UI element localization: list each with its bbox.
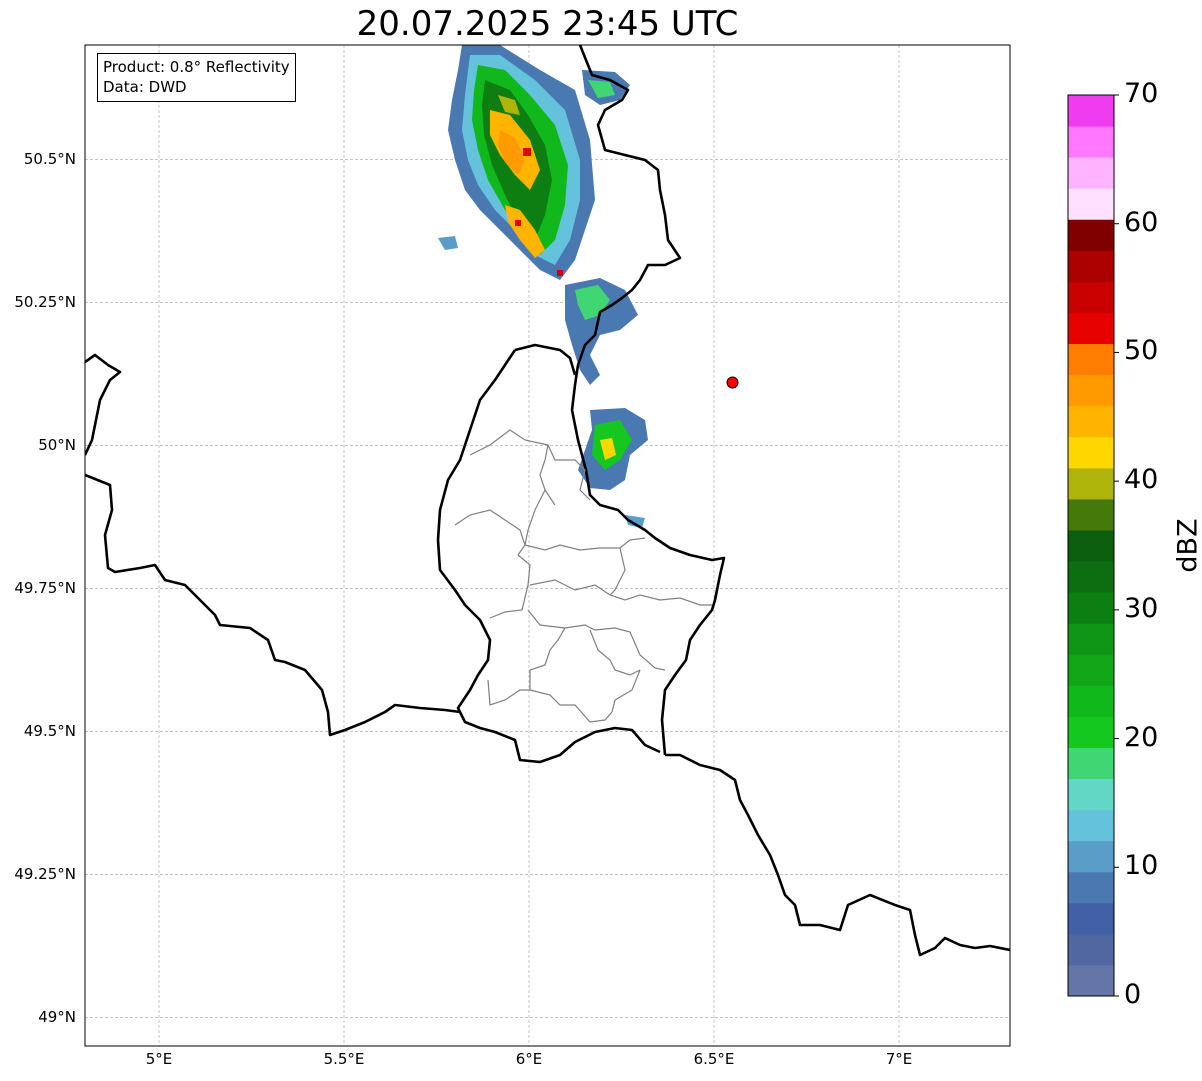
product-info-box: Product: 0.8° Reflectivity Data: DWD xyxy=(97,53,296,102)
colorbar-segment xyxy=(1068,405,1114,438)
lon-tick-label: 5.5°E xyxy=(323,1050,365,1068)
colorbar-segment xyxy=(1068,250,1114,282)
colorbar-segment xyxy=(1068,685,1114,717)
colorbar-segment xyxy=(1068,778,1114,811)
lon-tick-label: 6.5°E xyxy=(693,1050,735,1068)
colorbar-segment xyxy=(1068,467,1114,500)
colorbar-tick-label: 0 xyxy=(1124,979,1142,1010)
colorbar-frame xyxy=(1067,94,1115,997)
colorbar-tick-label: 20 xyxy=(1124,721,1159,753)
lat-tick-label: 49°N xyxy=(38,1008,76,1027)
radar-echoes xyxy=(438,45,648,528)
colorbar-segment xyxy=(1068,157,1114,189)
lat-tick-label: 49.5°N xyxy=(23,722,76,741)
colorbar-segment xyxy=(1068,654,1114,686)
data-source-label: Data: DWD xyxy=(103,78,187,96)
colorbar-tick-label: 40 xyxy=(1124,464,1159,496)
lon-tick-label: 5°E xyxy=(145,1050,173,1068)
colorbar-segment xyxy=(1068,964,1114,997)
colorbar-segment xyxy=(1068,498,1114,531)
colorbar-segment xyxy=(1068,343,1114,376)
colorbar-segment xyxy=(1068,871,1114,904)
colorbar-segment xyxy=(1068,95,1114,127)
border-france-belgium xyxy=(85,473,461,737)
border-belgium-nl xyxy=(85,353,122,456)
lat-tick-label: 50.25°N xyxy=(14,293,76,312)
colorbar-segment xyxy=(1068,219,1114,251)
colorbar-segment xyxy=(1068,902,1114,935)
radar-site-marker xyxy=(726,376,739,389)
product-label: Product: 0.8° Reflectivity xyxy=(103,58,290,76)
colorbar-segment xyxy=(1068,312,1114,345)
colorbar-tick-label: 50 xyxy=(1124,335,1159,367)
lat-tick-label: 49.25°N xyxy=(14,865,76,884)
colorbar-segment xyxy=(1068,281,1114,313)
map-frame xyxy=(84,44,1011,1047)
colorbar-segment xyxy=(1068,809,1114,842)
borders xyxy=(85,45,1010,957)
colorbar-segment xyxy=(1068,561,1114,593)
lon-tick-label: 6°E xyxy=(515,1050,543,1068)
colorbar-segment xyxy=(1068,592,1114,624)
map-title: 20.07.2025 23:45 UTC xyxy=(356,4,739,44)
colorbar-segment xyxy=(1068,747,1114,780)
colorbar-tick-label: 10 xyxy=(1124,850,1159,882)
colorbar-segment xyxy=(1068,436,1114,469)
colorbar-segment xyxy=(1068,374,1114,407)
colorbar-label: dBZ xyxy=(1172,518,1202,573)
border-luxembourg xyxy=(436,343,661,764)
lat-tick-label: 50°N xyxy=(38,436,76,455)
colorbar-tick-label: 70 xyxy=(1124,78,1159,109)
lat-tick-label: 50.5°N xyxy=(23,150,76,169)
colorbar-segment xyxy=(1068,623,1114,655)
colorbar-tick-label: 30 xyxy=(1124,592,1159,624)
colorbar xyxy=(1067,94,1119,997)
colorbar-segment xyxy=(1068,933,1114,966)
colorbar-segment xyxy=(1068,529,1114,562)
colorbar-tick-label: 60 xyxy=(1124,206,1159,238)
colorbar-segment xyxy=(1068,840,1114,873)
lon-tick-label: 7°E xyxy=(885,1050,913,1068)
colorbar-segment xyxy=(1068,188,1114,220)
district-borders xyxy=(454,429,712,723)
colorbar-segment xyxy=(1068,126,1114,158)
border-germany-france xyxy=(665,753,1010,957)
border-germany-west xyxy=(570,45,726,756)
colorbar-segment xyxy=(1068,716,1114,748)
lat-tick-label: 49.75°N xyxy=(14,579,76,598)
